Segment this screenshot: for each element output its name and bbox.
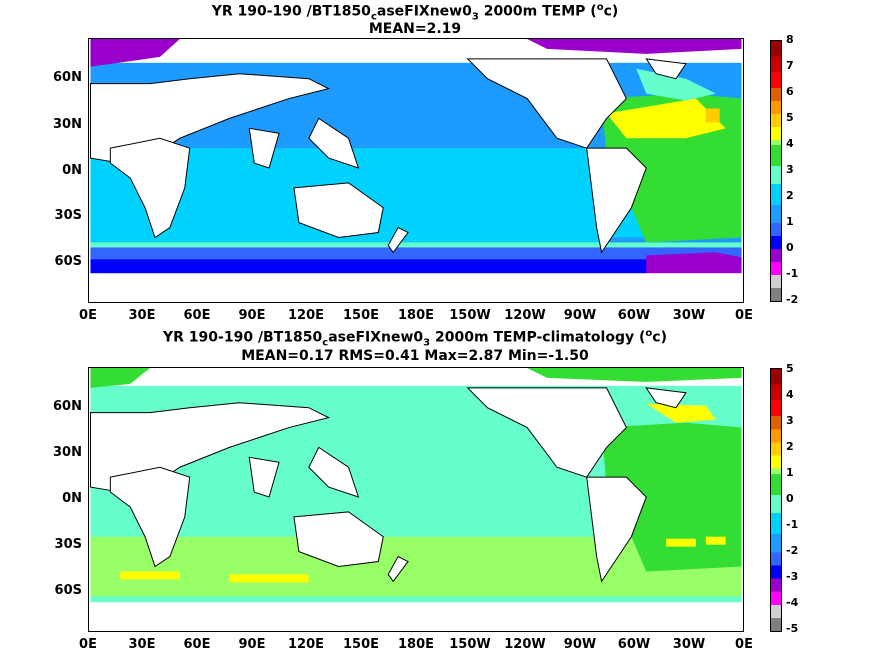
top-cb-label: 7	[786, 59, 794, 72]
bottom-lon-label: 150E	[342, 637, 380, 652]
bottom-cb-label: -5	[786, 622, 799, 635]
bottom-lon-label: 60W	[617, 637, 651, 652]
top-cb-label: -2	[786, 293, 799, 306]
top-lon-label: 60W	[617, 308, 651, 323]
top-lat-label: 30S	[54, 208, 82, 223]
bottom-map	[88, 367, 744, 632]
bottom-cb-label: -1	[786, 518, 799, 531]
bottom-lat-label: 30S	[54, 537, 82, 552]
top-lon-label: 180E	[397, 308, 435, 323]
top-lon-label: 30W	[672, 308, 706, 323]
bottom-stats: MEAN=0.17 RMS=0.41 Max=2.87 Min=-1.50	[241, 348, 589, 364]
top-cb-label: 8	[786, 33, 794, 46]
bottom-cb-label: 2	[786, 440, 794, 453]
top-lat-label: 60N	[53, 70, 82, 85]
top-lat-label: 0N	[62, 163, 82, 178]
top-lat-label: 30N	[53, 117, 82, 132]
bottom-lon-label: 0E	[735, 637, 753, 652]
bottom-lon-label: 0E	[79, 637, 97, 652]
top-title: YR 190-190 /BT1850caseFIXnew03 2000m TEM…	[211, 2, 619, 23]
bottom-lon-label: 60E	[183, 637, 211, 652]
bottom-lon-label: 180E	[397, 637, 435, 652]
top-lon-label: 30E	[128, 308, 156, 323]
bottom-lat-label: 60N	[53, 399, 82, 414]
bottom-lon-label: 120W	[504, 637, 546, 652]
top-lon-label: 0E	[735, 308, 753, 323]
top-lon-label: 150W	[449, 308, 491, 323]
bottom-cb-label: 5	[786, 362, 794, 375]
bottom-lat-label: 0N	[62, 491, 82, 506]
top-cb-label: 2	[786, 189, 794, 202]
top-lon-label: 120W	[504, 308, 546, 323]
top-colorbar	[770, 40, 782, 302]
bottom-colorbar	[770, 368, 782, 632]
top-cb-label: 0	[786, 241, 794, 254]
bottom-cb-label: -4	[786, 596, 799, 609]
bottom-lon-label: 30W	[672, 637, 706, 652]
top-cb-label: 6	[786, 85, 794, 98]
top-cb-label: 4	[786, 137, 794, 150]
bottom-cb-label: -2	[786, 544, 799, 557]
bottom-lon-label: 90W	[563, 637, 597, 652]
bottom-lat-label: 60S	[54, 583, 82, 598]
bottom-lon-label: 150W	[449, 637, 491, 652]
top-lat-label: 60S	[54, 254, 82, 269]
top-lon-label: 120E	[287, 308, 325, 323]
bottom-lon-label: 30E	[128, 637, 156, 652]
bottom-cb-label: 1	[786, 466, 794, 479]
top-lon-label: 60E	[183, 308, 211, 323]
top-lon-label: 90W	[563, 308, 597, 323]
bottom-cb-label: 3	[786, 414, 794, 427]
top-lon-label: 90E	[238, 308, 266, 323]
bottom-cb-label: 4	[786, 388, 794, 401]
top-cb-label: 1	[786, 215, 794, 228]
bottom-lon-label: 90E	[238, 637, 266, 652]
top-cb-label: 5	[786, 111, 794, 124]
bottom-title: YR 190-190 /BT1850caseFIXnew03 2000m TEM…	[163, 328, 667, 349]
bottom-lat-label: 30N	[53, 445, 82, 460]
bottom-cb-label: 0	[786, 492, 794, 505]
bottom-cb-label: -3	[786, 570, 799, 583]
top-cb-label: -1	[786, 267, 799, 280]
top-cb-label: 3	[786, 163, 794, 176]
top-lon-label: 0E	[79, 308, 97, 323]
bottom-lon-label: 120E	[287, 637, 325, 652]
top-lon-label: 150E	[342, 308, 380, 323]
top-map	[88, 38, 744, 303]
top-stats: MEAN=2.19	[368, 21, 462, 37]
